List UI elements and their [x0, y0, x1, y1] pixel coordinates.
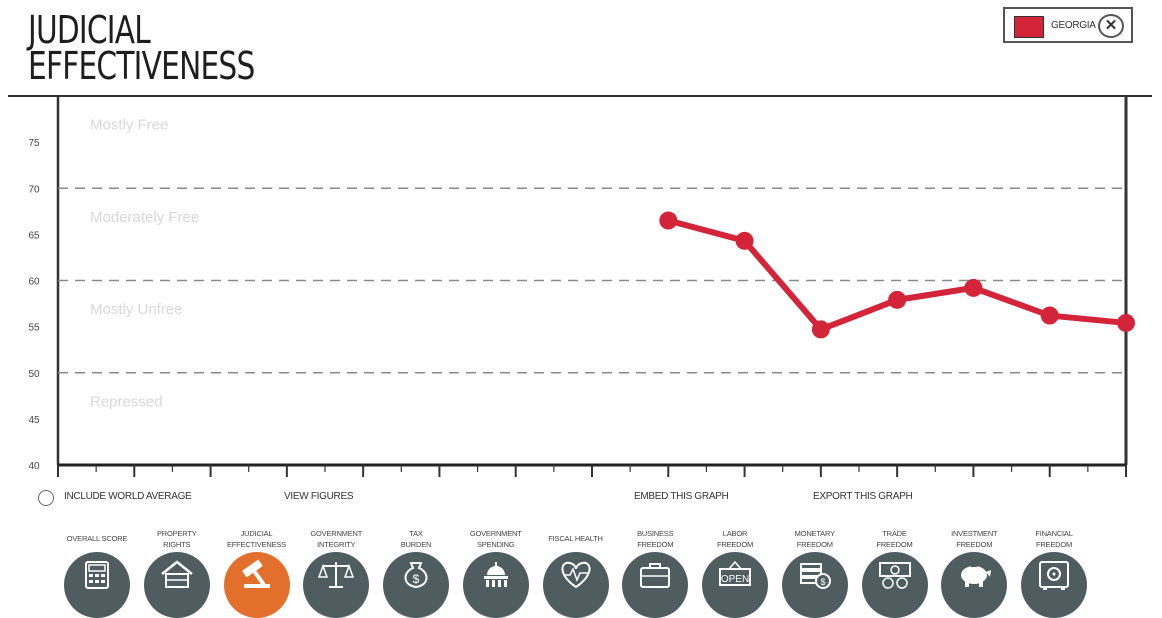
nav-label-line1: BUSINESS: [637, 529, 674, 538]
legend-swatch: [1014, 16, 1044, 38]
nav-label-line1: FISCAL HEALTH: [548, 534, 603, 543]
piggy-bank-icon: [961, 564, 992, 587]
export-graph-link[interactable]: EXPORT THIS GRAPH: [813, 491, 913, 502]
gavel-icon: [241, 559, 270, 588]
y-tick-label: 70: [28, 184, 40, 195]
close-icon[interactable]: ✕: [1098, 14, 1124, 38]
nav-label-line1: GOVERNMENT: [310, 529, 363, 538]
band-label: Moderately Free: [90, 209, 199, 226]
money-bag-icon: $: [404, 562, 428, 589]
nav-label[interactable]: INVESTMENT FREEDOM: [929, 528, 1019, 550]
y-tick-label: 45: [28, 415, 40, 426]
nav-item-money-bag[interactable]: $: [383, 552, 449, 618]
nav-label[interactable]: FISCAL HEALTH: [531, 533, 621, 544]
nav-label-line1: JUDICIAL: [240, 529, 273, 538]
nav-label-line2: RIGHTS: [163, 540, 191, 549]
band-label: Mostly Free: [90, 117, 168, 134]
nav-item-calculator[interactable]: [64, 552, 130, 618]
currency-exchange-icon: [878, 562, 911, 589]
data-point: [888, 290, 907, 309]
nav-item-coins[interactable]: $: [781, 552, 848, 618]
y-tick-label: 40: [28, 461, 40, 472]
band-label: Mostly Unfree: [90, 301, 183, 318]
nav-label-line1: TAX: [409, 529, 423, 538]
nav-label-line1: MONETARY: [794, 529, 835, 538]
nav-label-line2: FREEDOM: [637, 540, 674, 549]
nav-item-safe[interactable]: [1021, 552, 1087, 618]
data-point: [811, 320, 830, 339]
y-tick-label: 75: [28, 138, 40, 149]
nav-label[interactable]: PROPERTY RIGHTS: [132, 528, 222, 550]
nav-label[interactable]: TAX BURDEN: [371, 528, 461, 550]
page-title-line1: JUDICIAL: [28, 8, 151, 52]
nav-item-open-sign[interactable]: OPEN: [702, 552, 768, 618]
nav-label-line1: PROPERTY: [156, 529, 197, 538]
data-point: [735, 231, 754, 250]
nav-item-capitol[interactable]: [462, 552, 529, 618]
open-sign-icon: OPEN: [719, 560, 751, 586]
svg-text:$: $: [820, 577, 825, 587]
legend-chip: GEORGIA ✕: [1003, 7, 1133, 43]
nav-label-line1: LABOR: [722, 529, 748, 538]
y-tick-label: 60: [28, 277, 40, 288]
data-point: [964, 278, 983, 297]
band-label: Repressed: [90, 393, 163, 410]
nav-label-line2: FREEDOM: [956, 540, 993, 549]
nav-label[interactable]: GOVERNMENT INTEGRITY: [291, 528, 381, 550]
nav-label[interactable]: LABOR FREEDOM: [690, 528, 780, 550]
capitol-icon: [483, 562, 508, 587]
nav-label-line2: EFFECTIVENESS: [226, 540, 287, 549]
nav-label[interactable]: BUSINESS FREEDOM: [610, 528, 700, 550]
nav-label[interactable]: JUDICIAL EFFECTIVENESS: [212, 528, 302, 550]
nav-item-house[interactable]: [143, 552, 210, 618]
nav-label-line2: FREEDOM: [716, 540, 754, 549]
nav-item-briefcase[interactable]: [622, 552, 689, 618]
nav-label-line2: FREEDOM: [876, 540, 913, 549]
calculator-icon: [85, 561, 109, 589]
scales-icon: [318, 562, 355, 588]
data-point: [659, 211, 678, 230]
page-title: JUDICIAL EFFECTIVENESS: [28, 8, 255, 88]
house-icon: [160, 560, 193, 588]
nav-label[interactable]: OVERALL SCORE: [52, 533, 142, 544]
nav-label[interactable]: MONETARY FREEDOM: [770, 528, 860, 550]
view-figures-link[interactable]: VIEW FIGURES: [284, 491, 354, 502]
y-tick-label: 65: [28, 230, 40, 241]
nav-label-line2: BURDEN: [400, 540, 432, 549]
nav-label-line1: GOVERNMENT: [469, 529, 522, 538]
nav-item-heart-dollar[interactable]: [542, 552, 609, 618]
nav-label-line1: FINANCIAL: [1035, 529, 1073, 538]
nav-label-line2: FREEDOM: [1035, 540, 1073, 549]
embed-graph-link[interactable]: EMBED THIS GRAPH: [634, 491, 729, 502]
nav-label[interactable]: FINANCIAL FREEDOM: [1009, 528, 1099, 550]
y-tick-label: 55: [28, 323, 40, 334]
include-world-average-label[interactable]: INCLUDE WORLD AVERAGE: [64, 491, 192, 502]
nav-item-piggy-bank[interactable]: [941, 552, 1008, 618]
nav-label-line2: FREEDOM: [796, 540, 833, 549]
nav-label-line1: INVESTMENT: [951, 529, 998, 538]
page-title-line2: EFFECTIVENESS: [28, 44, 255, 88]
nav-label[interactable]: GOVERNMENT SPENDING: [451, 528, 541, 550]
data-point: [1040, 306, 1059, 325]
nav-label[interactable]: TRADE FREEDOM: [850, 528, 940, 550]
briefcase-icon: [640, 563, 671, 588]
nav-item-gavel[interactable]: [223, 552, 290, 618]
nav-label-line2: INTEGRITY: [317, 540, 356, 549]
heart-dollar-icon: [561, 561, 590, 589]
nav-label-line1: TRADE: [882, 529, 907, 538]
svg-text:$: $: [413, 572, 420, 586]
data-point: [1117, 313, 1135, 332]
coins-icon: $: [799, 563, 831, 589]
nav-item-currency-exchange[interactable]: [861, 552, 928, 618]
legend-country-label: GEORGIA: [1051, 20, 1096, 31]
include-world-average-radio[interactable]: [38, 490, 54, 506]
nav-label-line2: SPENDING: [476, 540, 515, 549]
nav-label-line1: OVERALL SCORE: [66, 534, 128, 543]
nav-item-scales[interactable]: [303, 552, 370, 618]
y-tick-label: 50: [28, 369, 40, 380]
safe-icon: [1039, 561, 1069, 590]
svg-text:OPEN: OPEN: [721, 574, 749, 585]
